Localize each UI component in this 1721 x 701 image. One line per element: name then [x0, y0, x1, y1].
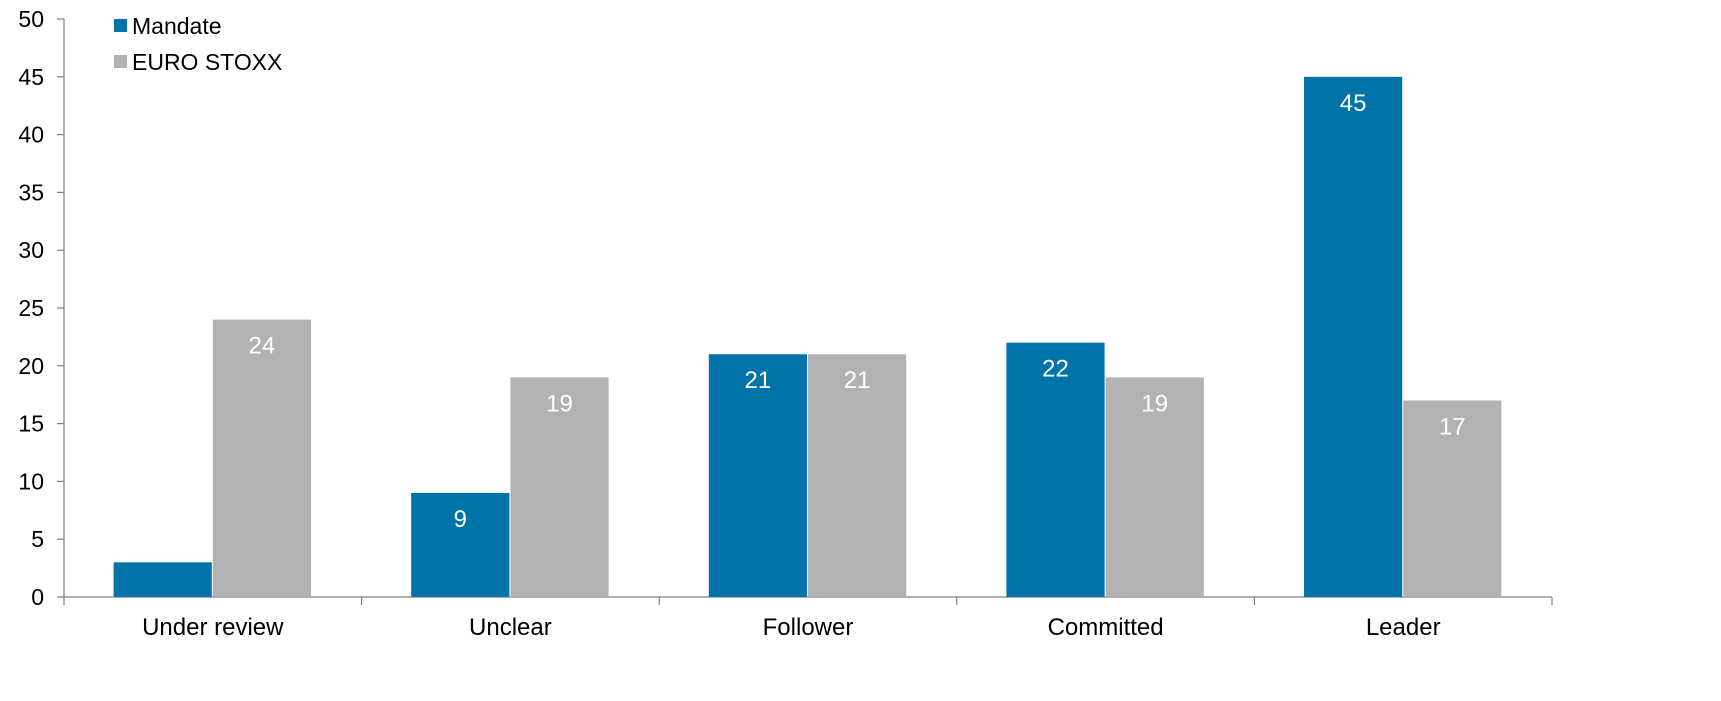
- bar: [1403, 400, 1502, 597]
- bar-data-label: 17: [1439, 413, 1466, 440]
- bar-data-label: 21: [745, 367, 772, 394]
- bar: [708, 354, 807, 597]
- legend: Mandate EURO STOXX: [114, 13, 282, 75]
- legend-item: EURO STOXX: [114, 49, 282, 75]
- bar: [1006, 342, 1105, 597]
- bar: [1105, 377, 1204, 597]
- x-category-label: Committed: [1048, 614, 1164, 641]
- y-tick-label: 5: [31, 526, 44, 552]
- x-category-label: Under review: [142, 614, 284, 641]
- bars: [113, 76, 1502, 598]
- y-tick-label: 20: [18, 353, 44, 379]
- bar-data-label: 22: [1042, 356, 1069, 383]
- bar: [212, 319, 311, 597]
- x-category-label: Follower: [763, 614, 854, 641]
- y-tick-label: 0: [31, 584, 44, 610]
- y-tick-label: 30: [18, 237, 44, 263]
- legend-label: Mandate: [132, 13, 222, 39]
- bar: [411, 492, 510, 597]
- bar-data-label: 45: [1340, 90, 1367, 117]
- x-axis: Under review Unclear Follower Committed Lead…: [63, 596, 1553, 641]
- y-tick-label: 50: [18, 6, 44, 32]
- bar: [808, 354, 907, 597]
- bar: [1304, 76, 1403, 598]
- bar-data-label: 19: [546, 390, 573, 417]
- bar-data-label: 21: [844, 367, 871, 394]
- y-tick-label: 25: [18, 295, 44, 321]
- bar: [510, 377, 609, 597]
- legend-swatch: [114, 19, 127, 32]
- x-category-label: Leader: [1366, 614, 1441, 641]
- data-labels: 9 21 22 45 24 19 21 19 17: [249, 90, 1466, 533]
- y-tick-label: 35: [18, 179, 44, 205]
- y-tick-label: 40: [18, 122, 44, 148]
- y-tick-label: 15: [18, 411, 44, 437]
- bar-data-label: 9: [454, 506, 467, 533]
- y-tick-label: 10: [18, 468, 44, 494]
- legend-swatch: [114, 55, 127, 68]
- bar: [113, 562, 212, 597]
- bar-data-label: 19: [1141, 390, 1168, 417]
- x-category-label: Unclear: [469, 614, 552, 641]
- y-tick-label: 45: [18, 64, 44, 90]
- y-axis: 0 5 10 15 20 25 30 35 40 45 50: [18, 6, 65, 610]
- legend-label: EURO STOXX: [132, 49, 282, 75]
- bar-data-label: 24: [249, 333, 276, 360]
- legend-item: Mandate: [114, 13, 222, 39]
